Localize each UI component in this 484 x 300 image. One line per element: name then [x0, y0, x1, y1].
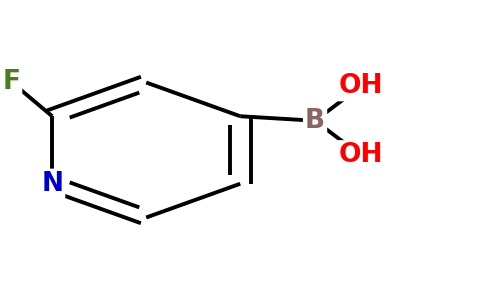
Text: OH: OH	[339, 73, 383, 99]
Text: N: N	[41, 171, 63, 197]
Text: F: F	[2, 69, 20, 95]
Text: B: B	[305, 108, 325, 134]
Text: OH: OH	[339, 142, 383, 168]
